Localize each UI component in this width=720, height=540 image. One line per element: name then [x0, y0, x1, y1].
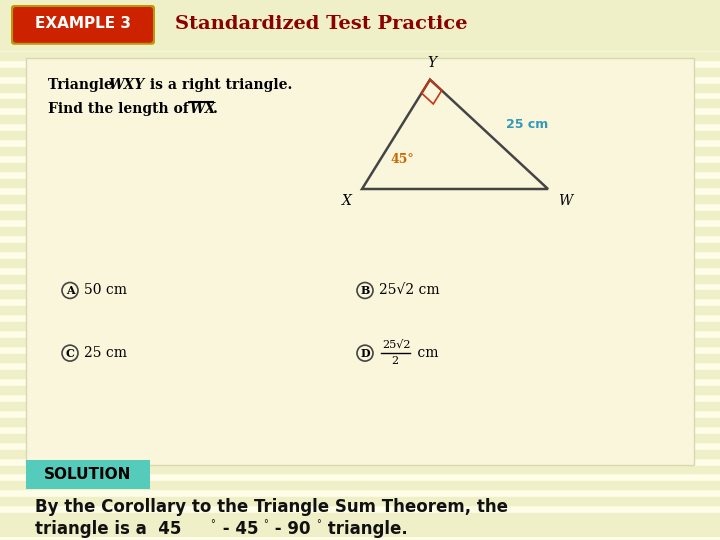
Bar [0, 0, 720, 50]
Bar [0, 84, 720, 91]
Bar [0, 354, 720, 362]
Text: °: ° [316, 519, 320, 529]
Text: Standardized Test Practice: Standardized Test Practice [175, 15, 467, 33]
Bar [0, 322, 720, 330]
Bar [0, 274, 720, 282]
Bar [0, 497, 720, 505]
Text: B: B [360, 285, 369, 296]
Bar [0, 242, 720, 251]
Bar [0, 434, 720, 442]
Text: cm: cm [413, 346, 438, 360]
FancyBboxPatch shape [11, 5, 155, 45]
Bar [0, 291, 720, 299]
Bar [0, 211, 720, 219]
Bar [0, 514, 720, 521]
Bar [0, 418, 720, 426]
Bar [0, 18, 720, 22]
Bar [0, 32, 720, 36]
Bar [0, 529, 720, 537]
Bar [0, 306, 720, 314]
Text: °: ° [210, 519, 215, 529]
Bar [0, 4, 720, 8]
Bar [0, 147, 720, 155]
Text: SOLUTION: SOLUTION [45, 467, 132, 482]
Bar [0, 52, 720, 60]
Bar [0, 11, 720, 15]
Text: C: C [66, 348, 74, 359]
Bar [0, 36, 720, 44]
Bar [0, 163, 720, 171]
Text: Triangle: Triangle [48, 78, 118, 92]
FancyBboxPatch shape [26, 460, 150, 489]
Text: By the Corollary to the Triangle Sum Theorem, the: By the Corollary to the Triangle Sum The… [35, 498, 508, 516]
Bar [0, 259, 720, 267]
Text: EXAMPLE 3: EXAMPLE 3 [35, 16, 131, 31]
Bar [0, 25, 720, 29]
Text: X: X [342, 194, 352, 208]
Text: triangle.: triangle. [322, 520, 408, 538]
Bar [0, 99, 720, 107]
Bar [0, 465, 720, 474]
Bar [0, 179, 720, 187]
Bar [0, 402, 720, 410]
Bar [0, 20, 720, 28]
Text: 25 cm: 25 cm [84, 346, 127, 360]
Text: 25√2: 25√2 [382, 340, 410, 350]
Text: 25√2 cm: 25√2 cm [379, 284, 440, 298]
Bar [0, 370, 720, 378]
Text: 50 cm: 50 cm [84, 284, 127, 298]
Text: WXY: WXY [108, 78, 144, 92]
Text: 45°: 45° [390, 153, 414, 166]
Bar [0, 116, 720, 123]
Text: .: . [213, 103, 218, 117]
Text: 2: 2 [392, 356, 399, 366]
Bar [0, 386, 720, 394]
Text: A: A [66, 285, 74, 296]
Bar [0, 450, 720, 457]
Text: 25 cm: 25 cm [506, 118, 548, 131]
Bar [0, 39, 720, 43]
Text: D: D [360, 348, 370, 359]
Bar [0, 68, 720, 76]
FancyBboxPatch shape [13, 7, 153, 43]
Bar [0, 482, 720, 489]
FancyBboxPatch shape [26, 58, 694, 464]
Text: - 45: - 45 [217, 520, 258, 538]
Text: - 90: - 90 [269, 520, 310, 538]
Text: Find the length of: Find the length of [48, 103, 194, 117]
Bar [0, 195, 720, 203]
Bar [0, 131, 720, 139]
Text: WX: WX [189, 103, 215, 117]
Text: W: W [558, 194, 572, 208]
Text: triangle is a  45: triangle is a 45 [35, 520, 181, 538]
Bar [0, 46, 720, 50]
Text: °: ° [263, 519, 268, 529]
Bar [0, 227, 720, 235]
Bar [0, 519, 720, 537]
Text: is a right triangle.: is a right triangle. [145, 78, 292, 92]
Bar [0, 338, 720, 346]
Bar [0, 4, 720, 12]
Text: Y: Y [428, 56, 436, 70]
